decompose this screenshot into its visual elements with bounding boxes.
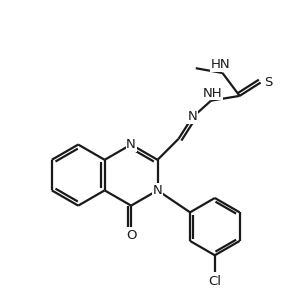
Text: N: N <box>153 184 162 197</box>
Text: O: O <box>126 229 136 242</box>
Text: N: N <box>126 138 136 151</box>
Text: NH: NH <box>203 86 223 100</box>
Text: Cl: Cl <box>208 274 221 287</box>
Text: S: S <box>264 76 272 89</box>
Text: HN: HN <box>211 58 230 71</box>
Text: N: N <box>188 110 198 123</box>
